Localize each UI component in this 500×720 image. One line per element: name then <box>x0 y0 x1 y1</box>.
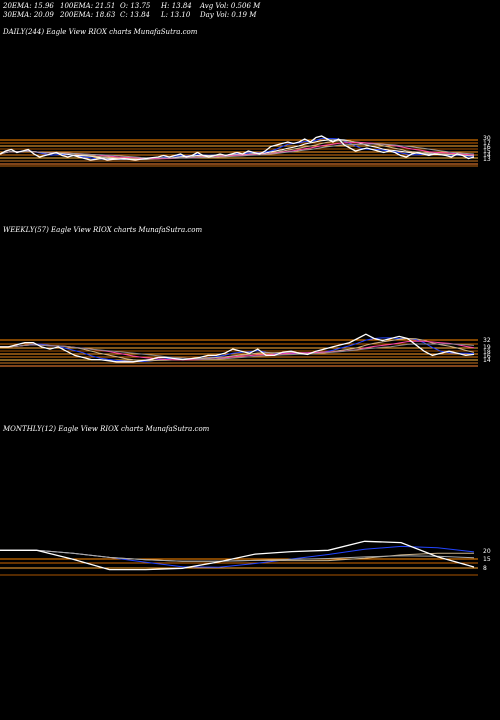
y-tick-label: 14 <box>483 357 491 364</box>
moving-average-line <box>0 143 475 159</box>
y-tick-label: 32 <box>483 337 491 344</box>
moving-average-line <box>0 337 475 362</box>
monthly-chart-caption: MONTHLY(12) Eagle View RIOX charts Munaf… <box>3 425 210 433</box>
y-tick-label: 16 <box>483 144 491 151</box>
weekly-chart-caption: WEEKLY(57) Eagle View RIOX charts Munafa… <box>3 226 203 234</box>
daily-chart-caption: DAILY(244) Eagle View RIOX charts Munafa… <box>3 28 198 36</box>
y-tick-label: 13 <box>483 156 491 163</box>
y-tick-label: 30 <box>483 135 491 142</box>
header-high: H: 13.84 <box>161 2 192 10</box>
header-open: O: 13.75 <box>120 2 151 10</box>
moving-average-line <box>0 343 475 360</box>
moving-average-line <box>0 138 474 161</box>
y-tick-label: 8 <box>483 565 487 572</box>
y-tick-label: 18 <box>483 349 491 356</box>
header-ema100: 100EMA: 21.51 <box>60 2 116 10</box>
y-tick-label: 20 <box>483 548 491 555</box>
y-tick-label: 14 <box>483 152 491 159</box>
y-tick-label: 15 <box>483 148 491 155</box>
header-low: L: 13.10 <box>161 11 191 19</box>
header-ema200: 200EMA: 18.63 <box>60 11 116 19</box>
moving-average-line <box>0 549 475 562</box>
y-tick-label: 16 <box>483 353 491 360</box>
price-line <box>0 540 475 571</box>
y-tick-label: 15 <box>483 556 491 563</box>
header-ema30: 30EMA: 20.09 <box>3 11 54 19</box>
header-dayvol: Day Vol: 0.19 M <box>200 11 257 19</box>
header-close: C: 13.84 <box>120 11 150 19</box>
price-line <box>0 333 475 363</box>
y-tick-label: 19 <box>483 344 491 351</box>
y-tick-label: 17 <box>483 140 491 147</box>
header-ema20: 20EMA: 15.96 <box>3 2 54 10</box>
header-avgvol: Avg Vol: 0.506 M <box>200 2 261 10</box>
moving-average-line <box>0 545 475 568</box>
price-line <box>0 135 475 161</box>
